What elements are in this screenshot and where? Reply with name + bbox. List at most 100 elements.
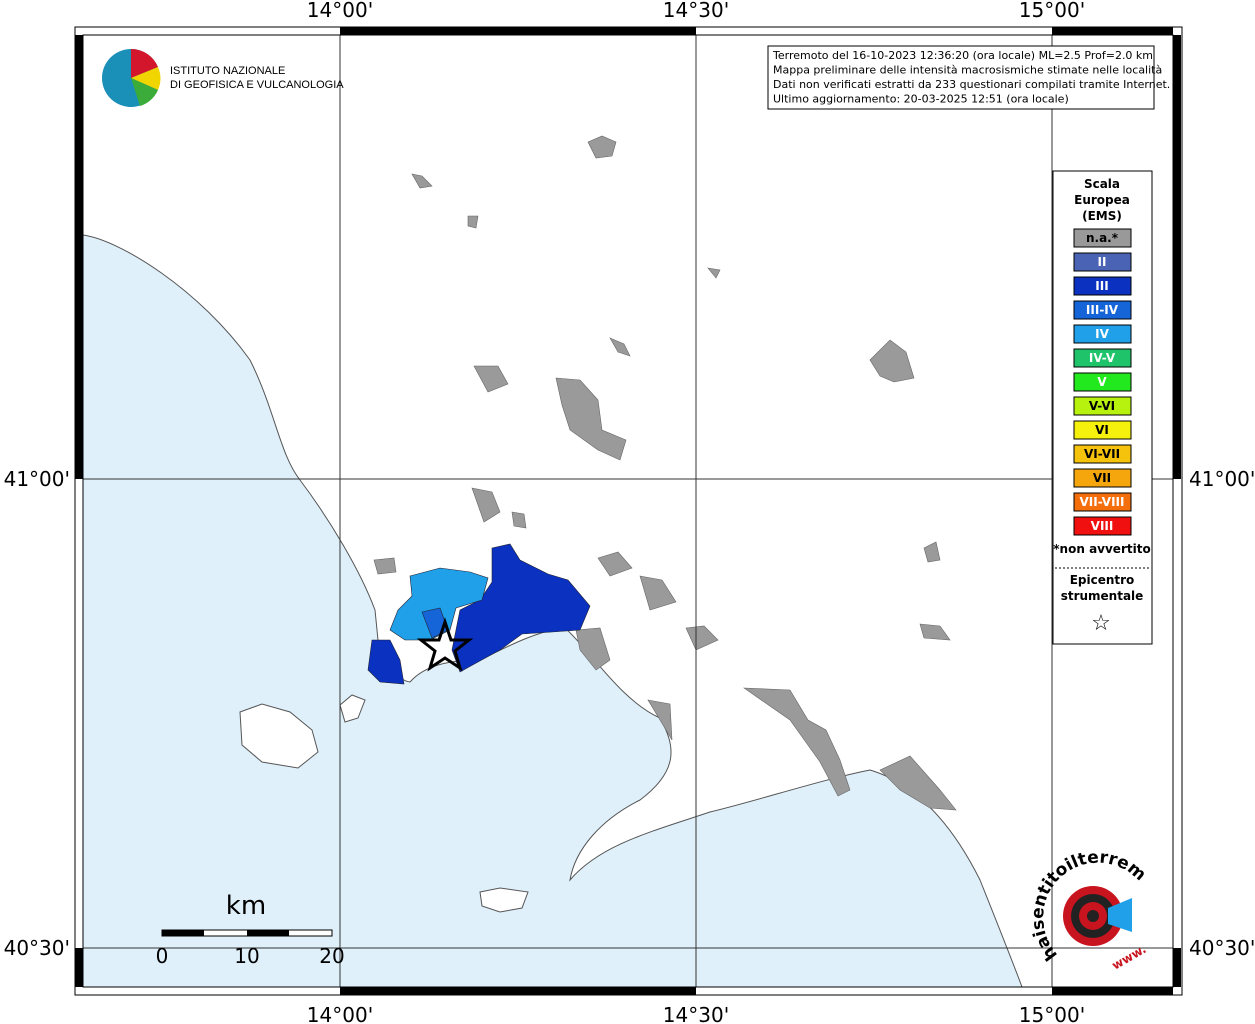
legend-swatch <box>1073 516 1132 536</box>
legend-epicenter: Epicentro <box>1070 573 1135 587</box>
legend-swatch <box>1073 348 1132 368</box>
legend-label: III-IV <box>1086 303 1119 317</box>
town <box>879 755 957 811</box>
logo: ISTITUTO NAZIONALE DI GEOFISICA E VULCAN… <box>102 48 344 107</box>
lat-label: 41°00' <box>1189 467 1255 491</box>
legend-title: (EMS) <box>1082 209 1122 223</box>
frame-bar <box>75 948 83 987</box>
legend-star: ☆ <box>1091 611 1111 636</box>
lat-label: 41°00' <box>4 467 70 491</box>
info-line: Mappa preliminare delle intensità macros… <box>773 64 1162 77</box>
town <box>919 623 951 641</box>
frame-bar <box>1173 948 1181 987</box>
legend-label: VII <box>1093 471 1111 485</box>
legend-epicenter: strumentale <box>1061 589 1144 603</box>
legend-swatch <box>1073 444 1132 464</box>
lon-label: 14°30' <box>663 1003 729 1024</box>
logo-segment <box>131 67 161 90</box>
legend-label: VII-VIII <box>1079 495 1124 509</box>
legend-label: IV <box>1095 327 1109 341</box>
town <box>555 377 627 461</box>
area-intensity <box>367 639 405 685</box>
legend-label: III <box>1095 279 1108 293</box>
graticule <box>83 35 1173 987</box>
info-line: Ultimo aggiornamento: 20-03-2025 12:51 (… <box>773 93 1069 106</box>
frame-bar <box>340 987 696 995</box>
legend-label: II <box>1098 255 1107 269</box>
legend-swatch <box>1073 324 1132 344</box>
epicenter-star <box>416 617 474 672</box>
frame-bar <box>1173 35 1181 479</box>
legend-swatch <box>1073 252 1132 272</box>
town <box>742 687 851 797</box>
town <box>923 541 941 563</box>
towns <box>373 135 957 811</box>
lon-label: 14°00' <box>307 0 373 22</box>
info-box <box>767 45 1155 110</box>
town <box>587 135 617 159</box>
lon-label: 15°00' <box>1019 0 1085 22</box>
island-capri <box>479 887 529 913</box>
island-procida <box>339 694 366 723</box>
town <box>471 487 501 523</box>
lon-label: 15°00' <box>1019 1003 1085 1024</box>
town <box>869 339 915 383</box>
scale-seg <box>247 930 289 936</box>
town <box>511 511 527 529</box>
legend-swatch <box>1073 276 1132 296</box>
legend-label: IV-V <box>1089 351 1116 365</box>
logo-segment <box>131 48 158 78</box>
town <box>609 337 631 357</box>
scale-tick: 0 <box>156 944 169 968</box>
frame-bar <box>75 35 83 479</box>
legend-label: V-VI <box>1089 399 1115 413</box>
town <box>411 173 433 189</box>
frame-bar <box>1052 987 1173 995</box>
legend-swatch <box>1073 468 1132 488</box>
wm-ring <box>1087 910 1099 922</box>
legend-label: VI-VII <box>1084 447 1120 461</box>
legend-swatch <box>1073 492 1132 512</box>
scale-unit: km <box>226 891 266 921</box>
sea <box>82 234 1023 988</box>
legend-label: VIII <box>1091 519 1114 533</box>
lon-label: 14°30' <box>663 0 729 22</box>
town <box>575 627 611 671</box>
legend-swatch <box>1073 396 1132 416</box>
legend-title: Scala <box>1084 177 1120 191</box>
area-intensity <box>389 567 489 641</box>
area-intensity <box>451 543 591 673</box>
legend-swatch <box>1073 420 1132 440</box>
legend-label: n.a.* <box>1086 231 1119 245</box>
lon-label: 14°00' <box>307 1003 373 1024</box>
town <box>707 267 721 279</box>
scale-tick: 20 <box>319 944 344 968</box>
logo-text: ISTITUTO NAZIONALE <box>170 65 285 77</box>
legend-swatch <box>1073 228 1132 248</box>
lat-label: 40°30' <box>4 936 70 960</box>
town <box>473 365 509 393</box>
scale-tick: 10 <box>234 944 259 968</box>
lat-label: 40°30' <box>1189 936 1255 960</box>
scale-seg <box>162 930 204 936</box>
town <box>467 215 479 229</box>
legend-label: VI <box>1095 423 1109 437</box>
legend-note: *non avvertito <box>1053 542 1150 556</box>
town <box>647 699 673 741</box>
frame-bar <box>1052 27 1173 35</box>
frame <box>74 26 1183 996</box>
logo-text: DI GEOFISICA E VULCANOLOGIA <box>170 79 344 91</box>
wm-speaker <box>1108 898 1132 932</box>
town <box>597 551 633 577</box>
legend-title: Europea <box>1074 193 1130 207</box>
scale-bar: km 0 10 20 <box>156 891 345 968</box>
info-line: Terremoto del 16-10-2023 12:36:20 (ora l… <box>772 49 1153 62</box>
legend-swatch <box>1073 372 1132 392</box>
legend-label: V <box>1097 375 1107 389</box>
town <box>685 625 719 651</box>
frame-bar <box>340 27 696 35</box>
town <box>373 557 397 575</box>
